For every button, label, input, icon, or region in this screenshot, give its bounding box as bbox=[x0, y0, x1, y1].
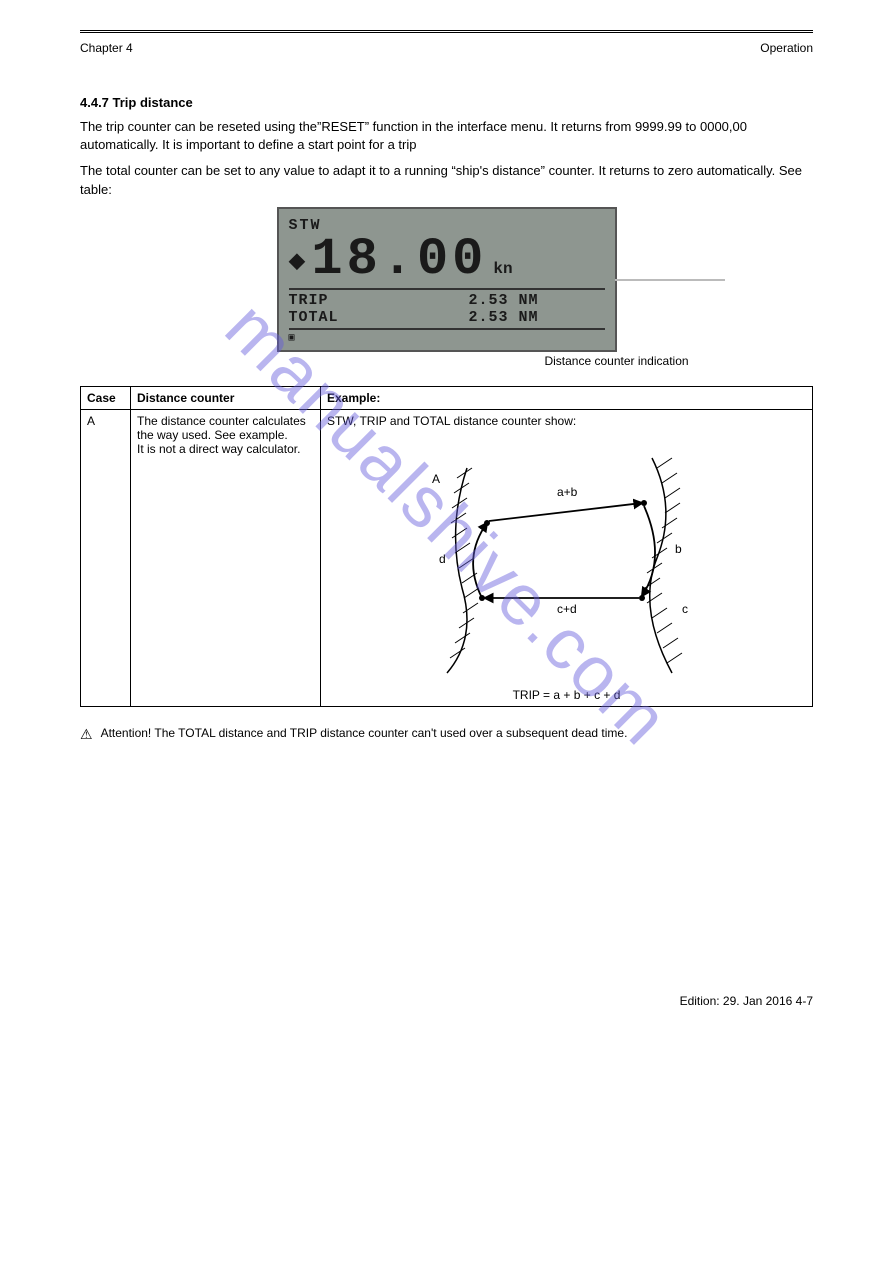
lcd-row-unit: NM bbox=[519, 292, 539, 309]
warning-block: ⚠ Attention! The TOTAL distance and TRIP… bbox=[80, 725, 813, 745]
table-row: A The distance counter calculates the wa… bbox=[81, 409, 813, 706]
lcd-row-value: 2.53 bbox=[389, 292, 509, 309]
lcd-row-label: TOTAL bbox=[289, 309, 389, 326]
cell-desc: The distance counter calculates the way … bbox=[131, 409, 321, 706]
page-header: Chapter 4 Operation bbox=[80, 41, 813, 55]
lcd-row-label: TRIP bbox=[289, 292, 389, 309]
lbl-A: A bbox=[432, 472, 440, 486]
lbl-ab: a+b bbox=[557, 485, 578, 499]
diagram-caption: TRIP = a + b + c + d bbox=[327, 688, 806, 702]
example-header: STW, TRIP and TOTAL distance counter sho… bbox=[327, 414, 806, 428]
callout-text: Distance counter indication bbox=[420, 354, 813, 368]
th-example: Example: bbox=[321, 386, 813, 409]
header-right: Operation bbox=[760, 41, 813, 55]
th-counter: Distance counter bbox=[131, 386, 321, 409]
page-footer: Edition: 29. Jan 2016 4-7 bbox=[80, 994, 813, 1008]
lcd-display: STW ◆ 18.00 kn TRIP 2.53 NM TOTAL 2.53 N… bbox=[277, 207, 617, 352]
header-rule bbox=[80, 30, 813, 33]
callout-line bbox=[615, 279, 725, 281]
warning-text: Attention! The TOTAL distance and TRIP d… bbox=[101, 725, 628, 742]
cell-case: A bbox=[81, 409, 131, 706]
cell-example: STW, TRIP and TOTAL distance counter sho… bbox=[321, 409, 813, 706]
lbl-c: c bbox=[682, 602, 688, 616]
direction-icon: ◆ bbox=[289, 243, 306, 278]
lbl-b: b bbox=[675, 542, 682, 556]
lcd-row-total: TOTAL 2.53 NM bbox=[289, 309, 605, 326]
para-2: The total counter can be set to any valu… bbox=[80, 162, 813, 198]
distance-table: Case Distance counter Example: A The dis… bbox=[80, 386, 813, 707]
th-case: Case bbox=[81, 386, 131, 409]
warning-icon: ⚠ bbox=[80, 725, 93, 745]
lcd-row-value: 2.53 bbox=[389, 309, 509, 326]
lcd-status-icon: ▣ bbox=[289, 332, 605, 344]
path-diagram: A a+b d c+d b c bbox=[407, 448, 727, 678]
header-left: Chapter 4 bbox=[80, 41, 133, 55]
lbl-d: d bbox=[439, 552, 446, 566]
lcd-row-trip: TRIP 2.53 NM bbox=[289, 292, 605, 309]
lcd-row-unit: NM bbox=[519, 309, 539, 326]
lcd-main-unit: kn bbox=[493, 260, 512, 278]
para-1: The trip counter can be reseted using th… bbox=[80, 118, 813, 154]
section-title: 4.4.7 Trip distance bbox=[80, 95, 813, 110]
lbl-cd: c+d bbox=[557, 602, 577, 616]
lcd-main-value: 18.00 bbox=[311, 234, 487, 286]
